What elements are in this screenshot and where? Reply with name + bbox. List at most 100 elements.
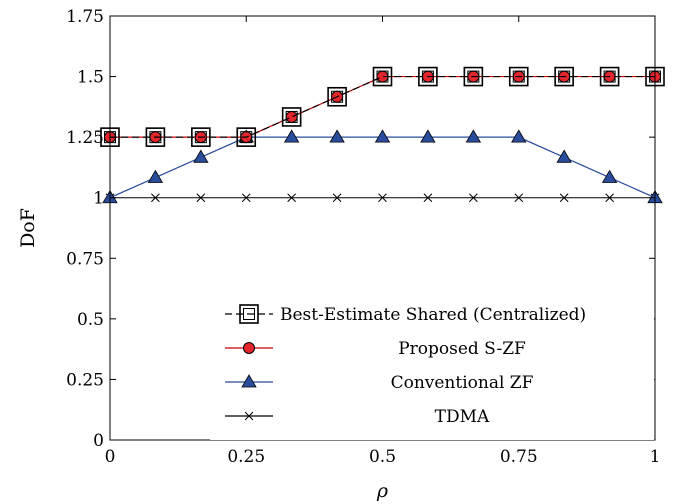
square-inner bbox=[603, 70, 616, 83]
data-point bbox=[332, 193, 342, 203]
data-point bbox=[285, 110, 298, 123]
data-point bbox=[191, 127, 211, 147]
square-inner bbox=[376, 70, 389, 83]
data-point bbox=[601, 169, 618, 183]
square-outer bbox=[327, 86, 347, 107]
data-point bbox=[511, 129, 527, 143]
square-inner bbox=[194, 131, 207, 144]
data-point bbox=[465, 129, 482, 143]
cross-stroke bbox=[423, 193, 433, 203]
cross-stroke bbox=[196, 193, 206, 203]
y-tick-label: 0.75 bbox=[66, 249, 104, 269]
cross-stroke bbox=[514, 193, 524, 203]
series-conventional-zf bbox=[102, 129, 663, 204]
cross-stroke bbox=[605, 193, 614, 203]
data-point bbox=[559, 193, 569, 203]
legend-label: TDMA bbox=[435, 407, 490, 427]
data-point bbox=[554, 66, 574, 87]
square-outer bbox=[281, 107, 302, 127]
legend-marker bbox=[241, 374, 257, 388]
cross-stroke bbox=[151, 193, 160, 203]
legend-marker bbox=[239, 304, 259, 324]
legend-entry: Conventional ZF bbox=[225, 373, 534, 393]
legend-entry: Best-Estimate Shared (Centralized) bbox=[225, 304, 586, 325]
data-point bbox=[151, 193, 160, 203]
square-inner bbox=[512, 70, 525, 83]
y-axis-label: DoF bbox=[17, 208, 39, 248]
series-layer bbox=[100, 66, 665, 204]
cross-stroke bbox=[378, 193, 387, 203]
square-inner bbox=[285, 110, 298, 123]
square-outer bbox=[554, 66, 574, 87]
square-inner bbox=[149, 131, 162, 144]
data-point bbox=[147, 169, 164, 183]
cross-stroke bbox=[287, 193, 297, 203]
data-point bbox=[281, 107, 302, 127]
y-tick-label: 1.25 bbox=[66, 128, 104, 148]
data-point bbox=[423, 193, 433, 203]
x-tick-label: 0 bbox=[105, 447, 116, 467]
cross-stroke bbox=[559, 193, 569, 203]
data-point bbox=[196, 193, 206, 203]
cross-stroke bbox=[332, 193, 342, 203]
series-tdma bbox=[105, 193, 660, 203]
data-point bbox=[287, 193, 297, 203]
data-point bbox=[374, 129, 391, 143]
legend-background bbox=[210, 295, 654, 440]
square-inner bbox=[243, 308, 255, 320]
legend-entry: Proposed S-ZF bbox=[225, 339, 526, 359]
data-point bbox=[508, 66, 529, 87]
square-outer bbox=[463, 66, 484, 87]
square-inner bbox=[558, 70, 571, 83]
series-best-estimate-shared-centralized bbox=[100, 66, 665, 147]
square-outer bbox=[145, 127, 166, 147]
square-outer bbox=[599, 66, 620, 87]
square-inner bbox=[467, 70, 480, 83]
y-tick-label: 0 bbox=[93, 431, 104, 451]
y-tick-label: 1.75 bbox=[66, 7, 104, 27]
square-outer bbox=[236, 127, 257, 147]
square-inner bbox=[331, 90, 344, 103]
data-point bbox=[327, 86, 347, 107]
data-point bbox=[605, 193, 614, 203]
x-tick-label: 1 bbox=[650, 447, 661, 467]
cross-stroke bbox=[241, 193, 251, 203]
square-outer bbox=[191, 127, 211, 147]
x-axis-label: ρ bbox=[376, 480, 389, 502]
data-point bbox=[241, 193, 251, 203]
data-point bbox=[329, 129, 345, 143]
square-outer bbox=[418, 66, 438, 87]
y-tick-label: 1.5 bbox=[77, 68, 104, 88]
legend-label: Proposed S-ZF bbox=[398, 339, 526, 359]
legend: Best-Estimate Shared (Centralized) Propos… bbox=[210, 295, 654, 440]
square-outer bbox=[508, 66, 529, 87]
data-point bbox=[599, 66, 620, 87]
legend-entry: TDMA bbox=[225, 407, 490, 427]
data-point bbox=[420, 129, 436, 143]
data-point bbox=[193, 149, 209, 163]
y-tick-label: 0.5 bbox=[77, 310, 104, 330]
x-tick-label: 0.25 bbox=[227, 447, 265, 467]
ticks-layer: 0 0.25 0.5 0.75 1 0 0.25 0.5 0.75 1 1.25 1.5 1.75 bbox=[66, 7, 660, 467]
data-point bbox=[556, 149, 572, 163]
series-line bbox=[110, 75, 655, 138]
square-inner bbox=[240, 131, 253, 144]
data-point bbox=[283, 129, 300, 143]
cross-stroke bbox=[468, 193, 478, 203]
data-point bbox=[145, 127, 166, 147]
data-point bbox=[468, 193, 478, 203]
y-tick-label: 0.25 bbox=[66, 370, 104, 390]
legend-marker bbox=[244, 411, 254, 421]
data-point bbox=[514, 193, 524, 203]
square-outer bbox=[239, 304, 259, 324]
data-point bbox=[236, 127, 257, 147]
square-outer bbox=[372, 66, 393, 87]
data-point bbox=[372, 66, 393, 87]
legend-label: Best-Estimate Shared (Centralized) bbox=[280, 305, 586, 325]
legend-label: Conventional ZF bbox=[391, 373, 534, 393]
x-tick-label: 0.5 bbox=[369, 447, 396, 467]
legend-marker bbox=[243, 342, 255, 354]
x-tick-label: 0.75 bbox=[500, 447, 538, 467]
y-tick-label: 1 bbox=[93, 189, 104, 209]
